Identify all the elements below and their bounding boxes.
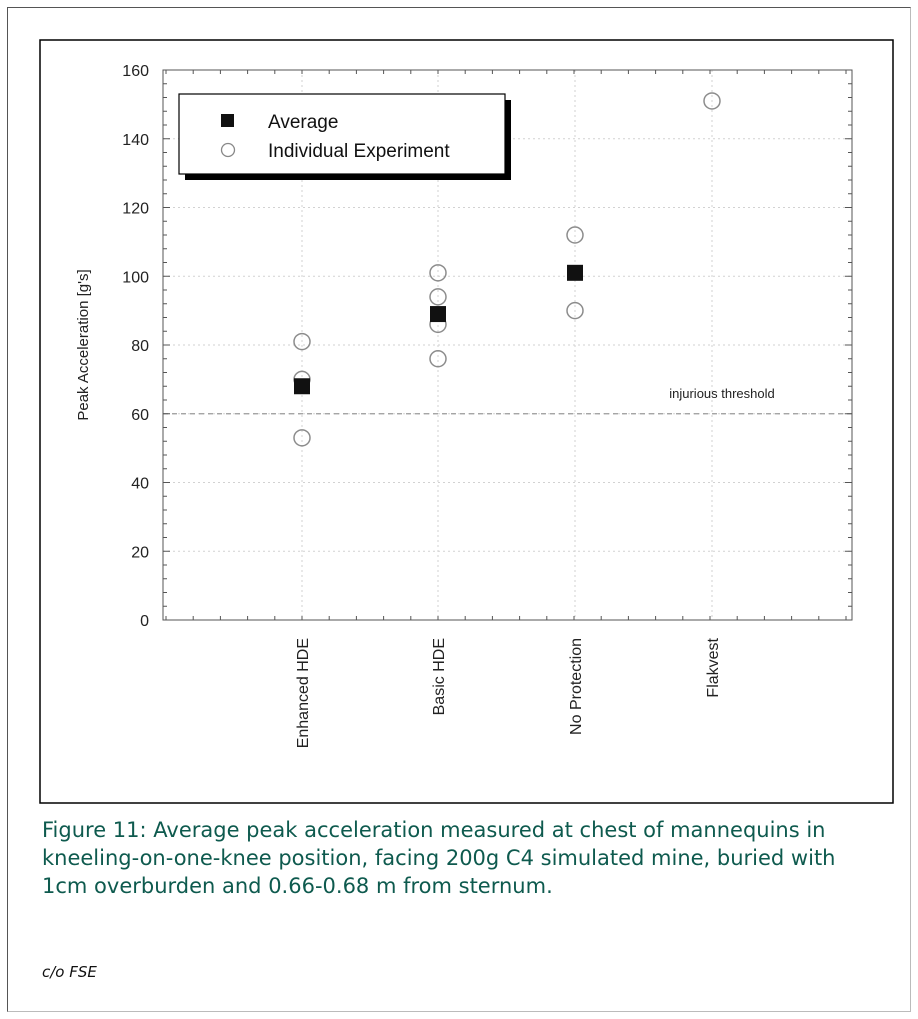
individual-experiment-point <box>429 350 447 368</box>
individual-experiment-point <box>293 429 311 447</box>
category-label: Flakvest <box>705 637 722 697</box>
average-point <box>567 264 583 281</box>
y-tick-label: 40 <box>131 476 149 493</box>
individual-experiment-point <box>429 288 447 306</box>
y-tick-label: 160 <box>122 63 149 80</box>
average-point <box>294 378 310 395</box>
y-tick-label: 120 <box>122 201 149 218</box>
legend-box <box>178 93 506 175</box>
legend: Average Individual Experiment <box>178 93 511 180</box>
individual-experiment-point <box>566 226 584 244</box>
category-label: Basic HDE <box>431 638 448 715</box>
credit-line: c/o FSE <box>42 963 97 981</box>
individual-experiment-point <box>703 92 721 110</box>
legend-marker-individual <box>220 142 236 158</box>
legend-label-individual: Individual Experiment <box>268 141 450 162</box>
figure-caption: Figure 11: Average peak acceleration mea… <box>42 818 836 898</box>
legend-label-average: Average <box>268 112 338 133</box>
y-tick-label: 20 <box>131 544 149 561</box>
data-points <box>293 92 721 447</box>
legend-marker-average <box>221 114 234 127</box>
y-axis-title: Peak Acceleration [g's] <box>75 269 92 420</box>
y-tick-label: 140 <box>122 132 149 149</box>
individual-experiment-point <box>293 332 311 351</box>
threshold-line: injurious threshold <box>163 386 852 415</box>
y-tick-label: 80 <box>131 338 149 355</box>
y-tick-label: 60 <box>131 407 149 424</box>
y-axis-ticks: 0 20 40 60 80 100 120 140 160 <box>122 63 852 630</box>
page-frame <box>7 7 911 1012</box>
individual-experiment-point <box>429 264 447 282</box>
y-tick-label: 100 <box>122 269 149 286</box>
average-point <box>430 306 446 323</box>
threshold-label: injurious threshold <box>669 386 775 401</box>
x-axis-categories: Enhanced HDE Basic HDE No Protection Flakve… <box>295 637 722 748</box>
y-tick-label: 0 <box>140 613 149 630</box>
category-label: No Protection <box>568 638 585 735</box>
individual-experiment-point <box>566 301 584 320</box>
category-label: Enhanced HDE <box>295 638 312 748</box>
